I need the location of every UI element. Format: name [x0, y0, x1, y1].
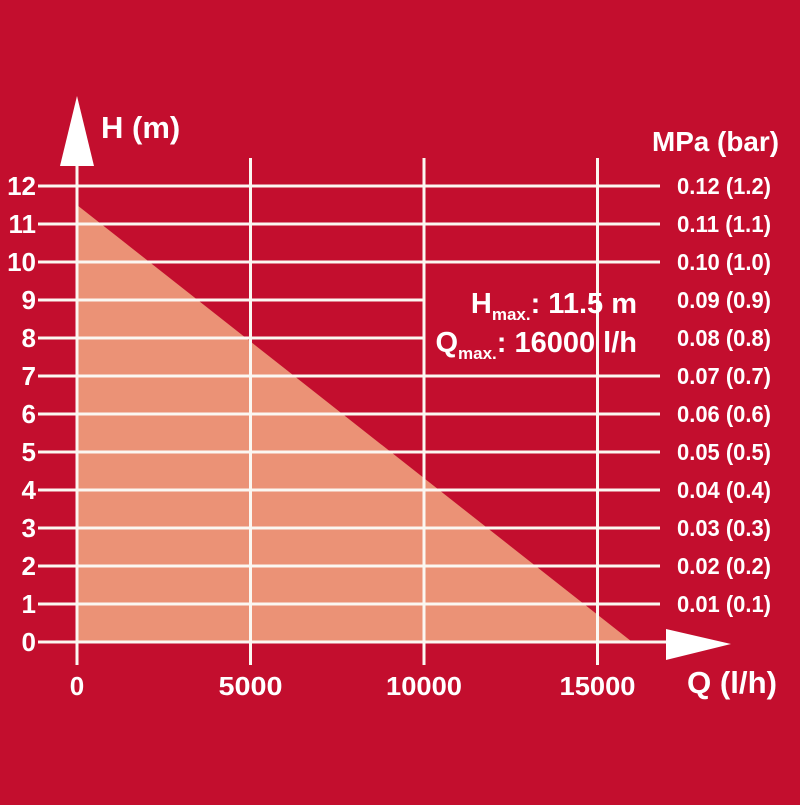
- y-axis-tick-label-3: 3: [22, 513, 36, 543]
- y-axis-tick-label-10: 10: [7, 247, 36, 277]
- x-axis-tick-label-10000: 10000: [386, 671, 462, 701]
- x-axis-tick-label-15000: 15000: [560, 671, 636, 701]
- y-axis-tick-label-4: 4: [22, 475, 37, 505]
- annotation-qmax: Qmax.: 16000 l/h: [435, 327, 637, 363]
- y-axis-tick-label-11: 11: [9, 209, 37, 239]
- right-axis-tick-label-6: 0.06 (0.6): [677, 401, 771, 427]
- x-axis-tick-label-5000: 5000: [219, 671, 283, 701]
- right-axis-tick-label-1: 0.11 (1.1): [677, 211, 771, 237]
- x-axis-title: Q (l/h): [687, 665, 777, 700]
- right-axis-tick-label-7: 0.05 (0.5): [677, 439, 771, 465]
- right-axis-tick-label-4: 0.08 (0.8): [677, 325, 771, 351]
- y-axis-tick-label-9: 9: [22, 285, 36, 315]
- y-axis-tick-label-12: 12: [7, 171, 36, 201]
- right-axis-tick-label-2: 0.10 (1.0): [677, 249, 771, 275]
- right-axis-tick-label-11: 0.01 (0.1): [677, 591, 771, 617]
- y-axis-tick-label-6: 6: [22, 399, 36, 429]
- x-axis-arrow-icon: [666, 629, 731, 660]
- right-axis-title: MPa (bar): [652, 126, 779, 157]
- annotation-hmax: Hmax.: 11.5 m: [471, 288, 637, 324]
- pump-curve-area: [77, 205, 633, 642]
- y-axis-tick-label-5: 5: [22, 437, 36, 467]
- y-axis-tick-label-2: 2: [22, 551, 36, 581]
- right-axis-tick-label-3: 0.09 (0.9): [677, 287, 771, 313]
- y-axis-tick-label-8: 8: [22, 323, 36, 353]
- right-axis-tick-label-9: 0.03 (0.3): [677, 515, 771, 541]
- right-axis-tick-label-8: 0.04 (0.4): [677, 477, 771, 503]
- y-axis-tick-label-7: 7: [22, 361, 36, 391]
- right-axis-tick-label-0: 0.12 (1.2): [677, 173, 771, 199]
- y-axis-tick-label-0: 0: [22, 627, 36, 657]
- x-axis-tick-label-0: 0: [70, 671, 84, 701]
- right-axis-tick-label-10: 0.02 (0.2): [677, 553, 771, 579]
- right-axis-tick-label-5: 0.07 (0.7): [677, 363, 771, 389]
- y-axis-tick-label-1: 1: [22, 589, 36, 619]
- y-axis-arrow-icon: [60, 96, 94, 166]
- y-axis-title: H (m): [101, 110, 180, 145]
